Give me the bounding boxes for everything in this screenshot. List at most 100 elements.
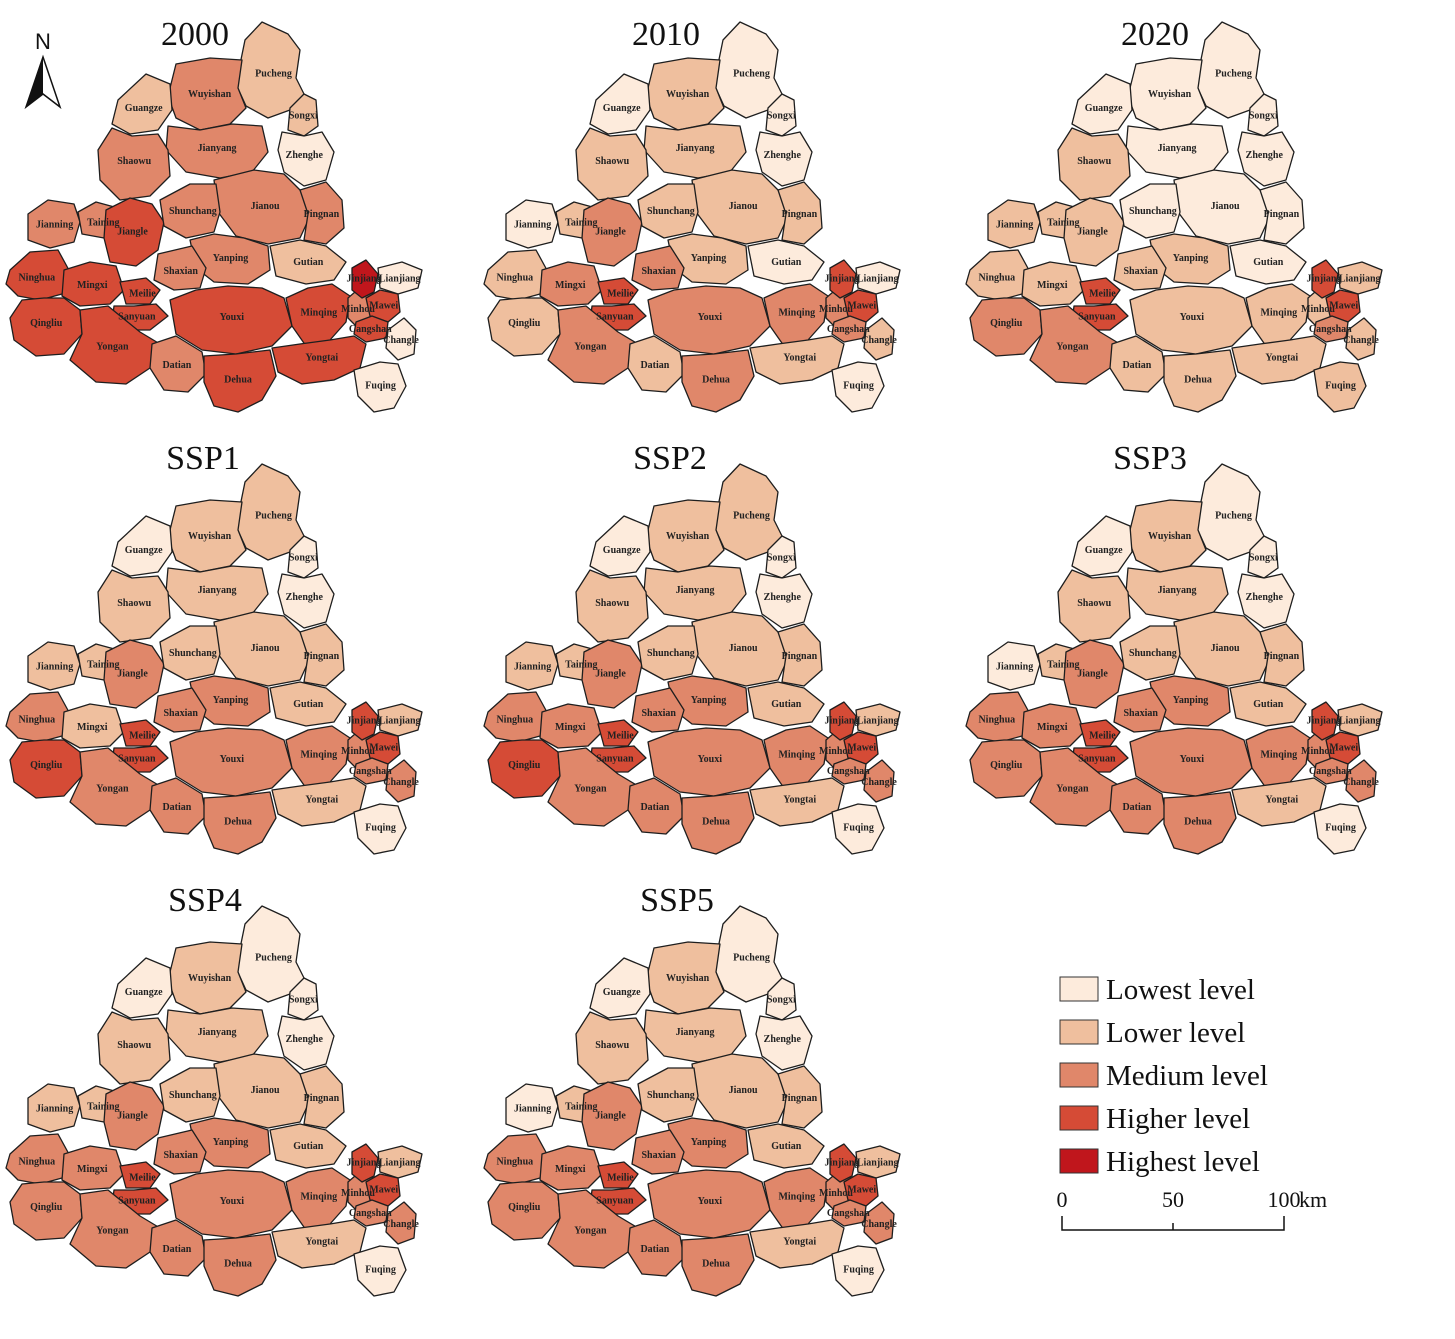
county-label-yongtai: Yongtai <box>305 352 338 363</box>
county-label-changle: Changle <box>383 777 419 788</box>
county-yongan-region <box>69 1189 161 1269</box>
county-label-gutian: Gutian <box>293 699 323 710</box>
county-mawei-region <box>843 289 879 323</box>
county-jianyang-region <box>643 1007 747 1063</box>
county-label-jianou: Jianou <box>729 1085 758 1096</box>
county-label-shaxian: Shaxian <box>1123 708 1158 719</box>
county-label-qingliu: Qingliu <box>508 760 541 771</box>
county-label-shaxian: Shaxian <box>1123 266 1158 277</box>
county-label-wuyishan: Wuyishan <box>666 531 710 542</box>
county-label-jinjiang: Jinjiang <box>824 715 859 726</box>
county-label-pucheng: Pucheng <box>1215 511 1252 522</box>
county-label-guangze: Guangze <box>1085 545 1123 556</box>
county-pingnan-region <box>299 1065 345 1129</box>
county-fuqing-region <box>831 803 885 855</box>
county-label-taining: Taining <box>87 1101 119 1112</box>
county-label-minqing: Minqing <box>300 750 337 761</box>
north-arrow: N <box>24 29 62 110</box>
county-cangshan-region <box>831 315 867 343</box>
county-label-ninghua: Ninghua <box>18 1156 55 1167</box>
county-jianning-region <box>987 641 1041 691</box>
county-label-gutian: Gutian <box>1253 257 1283 268</box>
county-label-minqing: Minqing <box>778 1192 815 1203</box>
county-pingnan-region <box>1259 181 1305 245</box>
county-shunchang-region <box>159 625 221 681</box>
county-meilie-region <box>1079 277 1121 305</box>
county-yongan-region <box>69 747 161 827</box>
county-yongtai-region <box>749 1219 845 1269</box>
county-shaxian-region <box>1113 687 1167 733</box>
county-label-shaowu: Shaowu <box>1077 156 1111 167</box>
county-label-jianou: Jianou <box>1211 201 1240 212</box>
county-songxi-region <box>287 93 319 137</box>
county-label-jianning: Jianning <box>514 219 551 230</box>
county-label-ninghua: Ninghua <box>496 714 533 725</box>
county-label-minqing: Minqing <box>300 1192 337 1203</box>
county-jinjiang-region <box>829 259 857 299</box>
county-label-jiangle: Jiangle <box>117 668 148 679</box>
county-jianning-region <box>987 199 1041 249</box>
county-label-lianjiang: Lianjiang <box>1339 273 1381 284</box>
county-shaxian-region <box>631 1129 685 1175</box>
county-label-shunchang: Shunchang <box>169 1090 217 1101</box>
county-label-shaowu: Shaowu <box>117 156 151 167</box>
county-label-datian: Datian <box>640 360 669 371</box>
legend-label-lowest: Lowest level <box>1106 974 1255 1006</box>
county-label-lianjiang: Lianjiang <box>379 273 421 284</box>
county-label-minqing: Minqing <box>1260 308 1297 319</box>
county-jianyang-region <box>165 123 269 179</box>
county-minqing-region <box>285 1167 351 1231</box>
county-shaxian-region <box>153 687 207 733</box>
county-label-shunchang: Shunchang <box>647 1090 695 1101</box>
county-label-changle: Changle <box>861 335 897 346</box>
county-label-guangze: Guangze <box>125 545 163 556</box>
county-label-songxi: Songxi <box>289 553 318 564</box>
county-label-jinjiang: Jinjiang <box>346 715 381 726</box>
county-label-wuyishan: Wuyishan <box>1148 531 1192 542</box>
county-label-mawei: Mawei <box>847 300 876 311</box>
county-fuqing-region <box>353 803 407 855</box>
county-datian-region <box>627 1219 685 1277</box>
legend-swatch-medium <box>1059 1062 1099 1088</box>
county-mawei-region <box>1325 289 1361 323</box>
county-jianning-region <box>27 199 81 249</box>
county-shunchang-region <box>1119 625 1181 681</box>
county-gutian-region <box>747 1123 825 1169</box>
county-label-yanping: Yanping <box>691 1137 727 1148</box>
county-label-yanping: Yanping <box>691 695 727 706</box>
county-label-wuyishan: Wuyishan <box>188 531 232 542</box>
county-label-sanyuan: Sanyuan <box>118 1195 156 1206</box>
county-label-sanyuan: Sanyuan <box>596 311 634 322</box>
county-guangze-region <box>1071 515 1133 577</box>
county-label-shaxian: Shaxian <box>641 266 676 277</box>
panel-title-ssp3: SSP3 <box>1113 440 1187 477</box>
county-label-pingnan: Pingnan <box>304 651 340 662</box>
county-label-cangshan: Cangshan <box>1309 324 1352 335</box>
county-label-jianyang: Jianyang <box>198 1027 237 1038</box>
county-datian-region <box>149 1219 207 1277</box>
county-label-changle: Changle <box>861 1219 897 1230</box>
county-datian-region <box>1109 777 1167 835</box>
map-panel-ssp2: Pucheng Wuyishan Guangze Songxi Jianyang Zhen… <box>483 463 901 855</box>
county-minqing-region <box>285 725 351 789</box>
county-label-minhou: Minhou <box>819 304 853 315</box>
county-label-yanping: Yanping <box>213 1137 249 1148</box>
county-yongan-region <box>1029 305 1121 385</box>
county-jinjiang-region <box>351 1143 379 1183</box>
scale-tick-0: 0 <box>1057 1187 1068 1212</box>
county-label-yanping: Yanping <box>213 253 249 264</box>
county-label-shaowu: Shaowu <box>1077 598 1111 609</box>
county-jiangle-region <box>581 639 643 709</box>
legend-label-highest: Highest level <box>1106 1146 1260 1178</box>
county-jianning-region <box>505 641 559 691</box>
county-qingliu-region <box>487 297 561 357</box>
county-label-zhenghe: Zhenghe <box>764 150 802 161</box>
county-label-jianyang: Jianyang <box>676 143 715 154</box>
county-label-shaowu: Shaowu <box>117 1040 151 1051</box>
county-shunchang-region <box>637 1067 699 1123</box>
county-label-dehua: Dehua <box>1184 817 1212 828</box>
county-label-minhou: Minhou <box>819 746 853 757</box>
county-datian-region <box>1109 335 1167 393</box>
county-label-changle: Changle <box>1343 335 1379 346</box>
map-panels: Pucheng Wuyishan Guangze Songxi Jianyang Zhen… <box>5 16 1383 1297</box>
